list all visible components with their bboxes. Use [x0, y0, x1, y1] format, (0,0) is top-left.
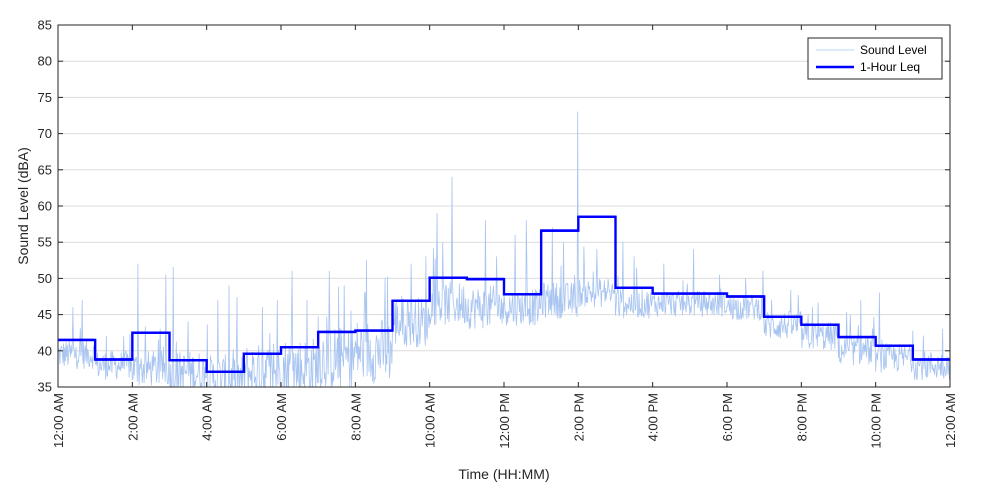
x-tick-label: 4:00 AM [200, 393, 215, 441]
y-tick-label: 70 [38, 126, 52, 141]
legend-label-sound-level: Sound Level [860, 43, 927, 57]
y-axis-title: Sound Level (dBA) [15, 147, 31, 265]
plot-area [57, 24, 951, 388]
x-tick-label: 2:00 PM [571, 393, 586, 441]
x-tick-label: 10:00 PM [869, 393, 884, 449]
y-tick-label: 50 [38, 271, 52, 286]
y-tick-label: 45 [38, 307, 52, 322]
legend-box [807, 37, 943, 80]
x-tick-label: 8:00 AM [348, 393, 363, 441]
y-tick-label: 85 [38, 18, 52, 33]
y-tick-label: 60 [38, 199, 52, 214]
legend: Sound Level 1-Hour Leq [807, 37, 943, 80]
series-layer [58, 111, 950, 387]
x-tick-label: 12:00 PM [497, 393, 512, 449]
x-axis: 12:00 AM 2:00 AM 4:00 AM 6:00 AM 8:00 AM 10:0… [51, 25, 958, 449]
y-tick-label: 55 [38, 235, 52, 250]
x-tick-label: 6:00 AM [274, 393, 289, 441]
y-tick-label: 40 [38, 343, 52, 358]
x-tick-label: 2:00 AM [125, 393, 140, 441]
legend-label-1-hour-leq: 1-Hour Leq [860, 60, 920, 74]
y-tick-label: 75 [38, 90, 52, 105]
x-tick-label: 12:00 AM [943, 393, 958, 448]
x-axis-title: Time (HH:MM) [458, 466, 549, 482]
x-tick-label: 6:00 PM [720, 393, 735, 441]
x-tick-label: 8:00 PM [794, 393, 809, 441]
x-tick-label: 4:00 PM [646, 393, 661, 441]
y-tick-label: 80 [38, 54, 52, 69]
y-tick-label: 35 [38, 380, 52, 395]
y-axis: 35 40 45 50 55 60 65 70 75 80 85 [38, 18, 950, 395]
y-tick-label: 65 [38, 162, 52, 177]
x-tick-label: 10:00 AM [423, 393, 438, 448]
x-tick-label: 12:00 AM [51, 393, 66, 448]
